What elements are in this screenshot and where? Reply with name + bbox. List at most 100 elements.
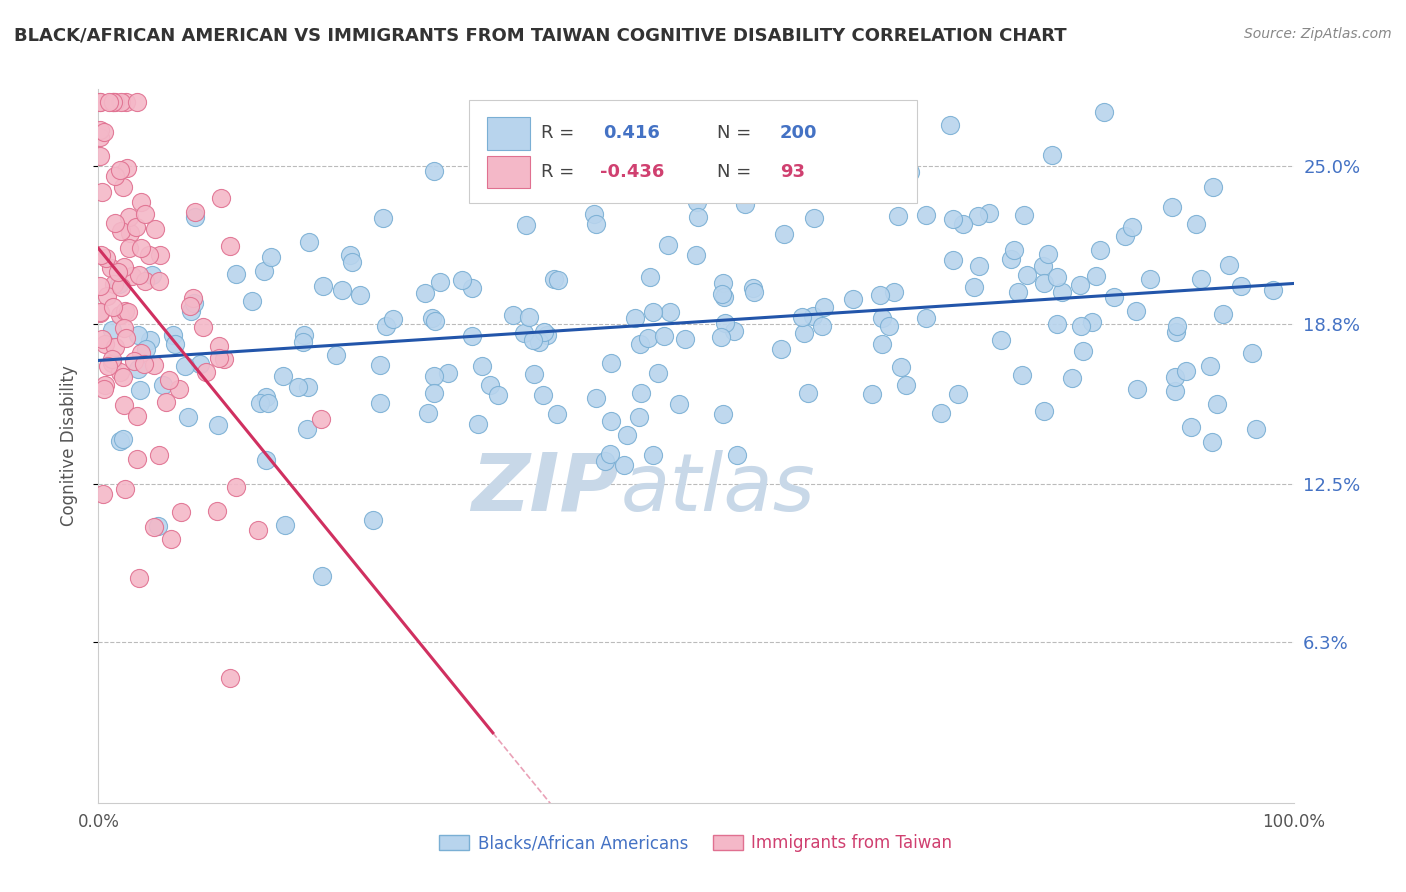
Point <box>93 487 115 501</box>
Point <box>627 409 650 424</box>
Point <box>100 260 122 275</box>
Point <box>711 407 734 421</box>
Point <box>101 95 124 109</box>
Point <box>811 318 834 333</box>
Point <box>114 398 136 412</box>
Text: BLACK/AFRICAN AMERICAN VS IMMIGRANTS FROM TAIWAN COGNITIVE DISABILITY CORRELATIO: BLACK/AFRICAN AMERICAN VS IMMIGRANTS FRO… <box>14 27 1067 45</box>
Point <box>225 267 247 281</box>
Point <box>585 391 607 405</box>
Point <box>148 448 170 462</box>
Point <box>1011 368 1033 382</box>
Point <box>103 277 125 292</box>
Point <box>112 180 135 194</box>
Text: R =: R = <box>541 163 574 181</box>
Point <box>872 337 894 351</box>
Point <box>260 250 283 264</box>
Point <box>502 308 524 322</box>
Point <box>942 211 965 226</box>
Point <box>110 280 132 294</box>
Point <box>111 432 134 446</box>
Point <box>111 369 134 384</box>
Point <box>122 353 145 368</box>
Point <box>349 288 371 302</box>
Point <box>939 118 962 132</box>
Point <box>513 326 536 340</box>
Point <box>658 305 681 319</box>
Point <box>101 323 124 337</box>
Point <box>488 387 510 401</box>
Point <box>104 95 127 109</box>
Point <box>887 209 910 223</box>
Point <box>877 319 900 334</box>
Point <box>112 321 135 335</box>
Point <box>114 482 136 496</box>
Point <box>1102 289 1125 303</box>
Point <box>967 209 990 223</box>
Point <box>1212 307 1234 321</box>
Point <box>1040 148 1063 162</box>
Point <box>138 247 160 261</box>
Point <box>523 368 546 382</box>
Point <box>451 273 474 287</box>
Point <box>89 130 111 145</box>
Point <box>292 328 315 343</box>
Point <box>340 254 363 268</box>
Point <box>240 293 263 308</box>
Point <box>946 387 969 401</box>
Point <box>423 386 446 401</box>
Text: ZIP: ZIP <box>471 450 619 528</box>
Point <box>94 251 117 265</box>
Point <box>184 204 207 219</box>
Point <box>546 407 568 421</box>
Point <box>536 327 558 342</box>
Point <box>793 326 815 341</box>
Point <box>668 397 690 411</box>
Point <box>1071 344 1094 359</box>
Point <box>1012 208 1035 222</box>
Point <box>127 451 149 466</box>
Point <box>115 95 138 109</box>
Point <box>860 387 883 401</box>
Point <box>142 519 165 533</box>
Point <box>148 274 170 288</box>
Point <box>110 95 132 109</box>
Point <box>1007 285 1029 299</box>
Point <box>734 197 756 211</box>
Y-axis label: Cognitive Disability: Cognitive Disability <box>59 366 77 526</box>
Point <box>103 95 125 109</box>
Point <box>423 314 446 328</box>
Point <box>1184 217 1206 231</box>
Point <box>652 328 675 343</box>
Point <box>225 480 247 494</box>
Point <box>368 396 391 410</box>
Point <box>90 247 112 261</box>
Point <box>583 207 606 221</box>
Point <box>437 366 460 380</box>
Point <box>585 217 607 231</box>
Point <box>208 338 231 352</box>
Point <box>101 300 124 314</box>
Point <box>207 417 229 432</box>
Point <box>616 428 638 442</box>
Point <box>114 303 136 318</box>
Point <box>599 414 621 428</box>
Point <box>89 278 111 293</box>
Point <box>104 169 127 184</box>
Point <box>167 382 190 396</box>
Point <box>801 309 824 323</box>
Point <box>1062 370 1084 384</box>
Point <box>1218 258 1240 272</box>
Point <box>103 216 125 230</box>
Point <box>673 332 696 346</box>
Point <box>292 335 315 350</box>
Point <box>543 272 565 286</box>
Point <box>1045 317 1067 331</box>
Point <box>131 241 153 255</box>
Point <box>630 385 652 400</box>
Text: N =: N = <box>717 125 752 143</box>
Point <box>176 410 198 425</box>
Point <box>531 387 554 401</box>
Point <box>527 334 550 349</box>
Point <box>467 417 489 432</box>
Point <box>522 333 544 347</box>
